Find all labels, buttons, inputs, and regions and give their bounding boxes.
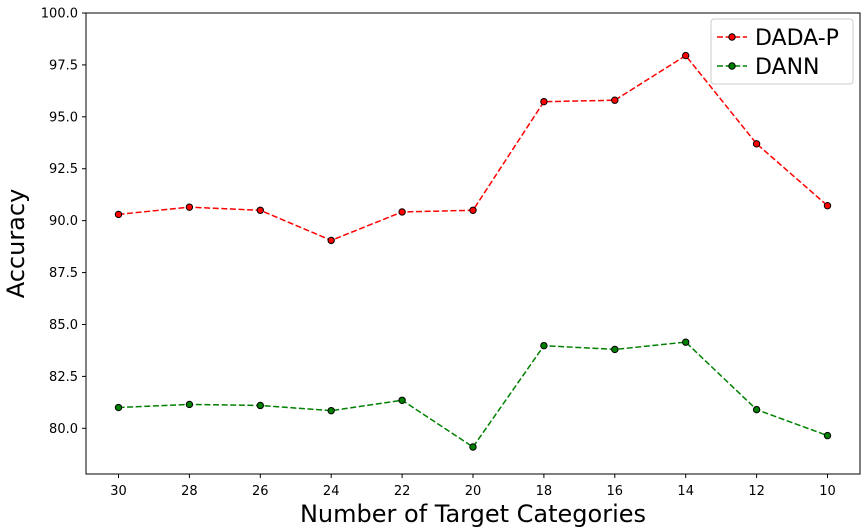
data-point bbox=[185, 400, 194, 409]
series-dada-p bbox=[114, 51, 832, 245]
data-point bbox=[327, 236, 335, 245]
legend-label: DANN bbox=[755, 55, 820, 80]
data-point bbox=[185, 203, 194, 211]
y-tick-label: 97.5 bbox=[49, 58, 78, 73]
legend-label: DADA-P bbox=[755, 26, 839, 51]
x-axis-title: Number of Target Categories bbox=[300, 500, 646, 528]
data-point bbox=[540, 97, 548, 106]
x-tick-label: 12 bbox=[748, 484, 765, 499]
y-axis-title: Accuracy bbox=[2, 189, 30, 299]
x-tick-label: 22 bbox=[394, 484, 411, 499]
x-tick-label: 16 bbox=[607, 484, 624, 499]
legend: DADA-P DANN bbox=[710, 18, 854, 85]
data-point bbox=[398, 208, 406, 216]
series-dann bbox=[114, 338, 832, 451]
x-tick-label: 20 bbox=[465, 484, 482, 499]
axes-layer: 80.0 82.5 85.0 87.5 90.0 92.5 95.0 97.5 100.0 30 2… bbox=[41, 7, 861, 499]
legend-marker bbox=[728, 62, 736, 70]
data-point bbox=[256, 401, 264, 410]
x-tick-label: 18 bbox=[536, 484, 553, 499]
data-point bbox=[540, 341, 548, 350]
legend-box bbox=[710, 18, 854, 85]
series-line bbox=[118, 341, 828, 449]
y-tick-label: 82.5 bbox=[49, 370, 78, 385]
y-tick-label: 95.0 bbox=[49, 110, 78, 125]
y-tick-label: 87.5 bbox=[49, 266, 78, 281]
data-point bbox=[469, 443, 477, 451]
data-point bbox=[256, 206, 264, 214]
y-tick-label: 85.0 bbox=[49, 318, 78, 333]
legend-marker bbox=[728, 33, 736, 41]
data-point bbox=[469, 206, 477, 214]
data-point bbox=[752, 140, 761, 148]
y-tick-label: 100.0 bbox=[41, 7, 78, 22]
x-tick-label: 10 bbox=[819, 484, 836, 499]
x-tick-label: 14 bbox=[677, 484, 694, 499]
y-tick-label: 92.5 bbox=[49, 162, 78, 177]
data-point bbox=[752, 405, 761, 414]
data-point bbox=[398, 396, 406, 404]
data-point bbox=[114, 210, 123, 219]
x-tick-label: 24 bbox=[323, 484, 340, 499]
legend-item: DANN bbox=[717, 55, 820, 80]
data-point bbox=[823, 431, 832, 440]
data-point bbox=[823, 202, 832, 210]
x-tick-label: 26 bbox=[252, 484, 269, 499]
x-tick-label: 30 bbox=[110, 484, 127, 499]
data-point bbox=[611, 345, 619, 354]
data-point bbox=[682, 51, 690, 60]
data-point bbox=[682, 338, 690, 346]
plot-area bbox=[86, 13, 860, 474]
x-tick-label: 28 bbox=[181, 484, 198, 499]
data-point bbox=[611, 96, 619, 104]
y-tick-label: 90.0 bbox=[49, 214, 78, 229]
data-point bbox=[114, 403, 123, 412]
y-tick-label: 80.0 bbox=[49, 422, 78, 437]
legend-item: DADA-P bbox=[717, 26, 839, 51]
series-layer bbox=[114, 51, 832, 451]
data-point bbox=[327, 406, 335, 415]
